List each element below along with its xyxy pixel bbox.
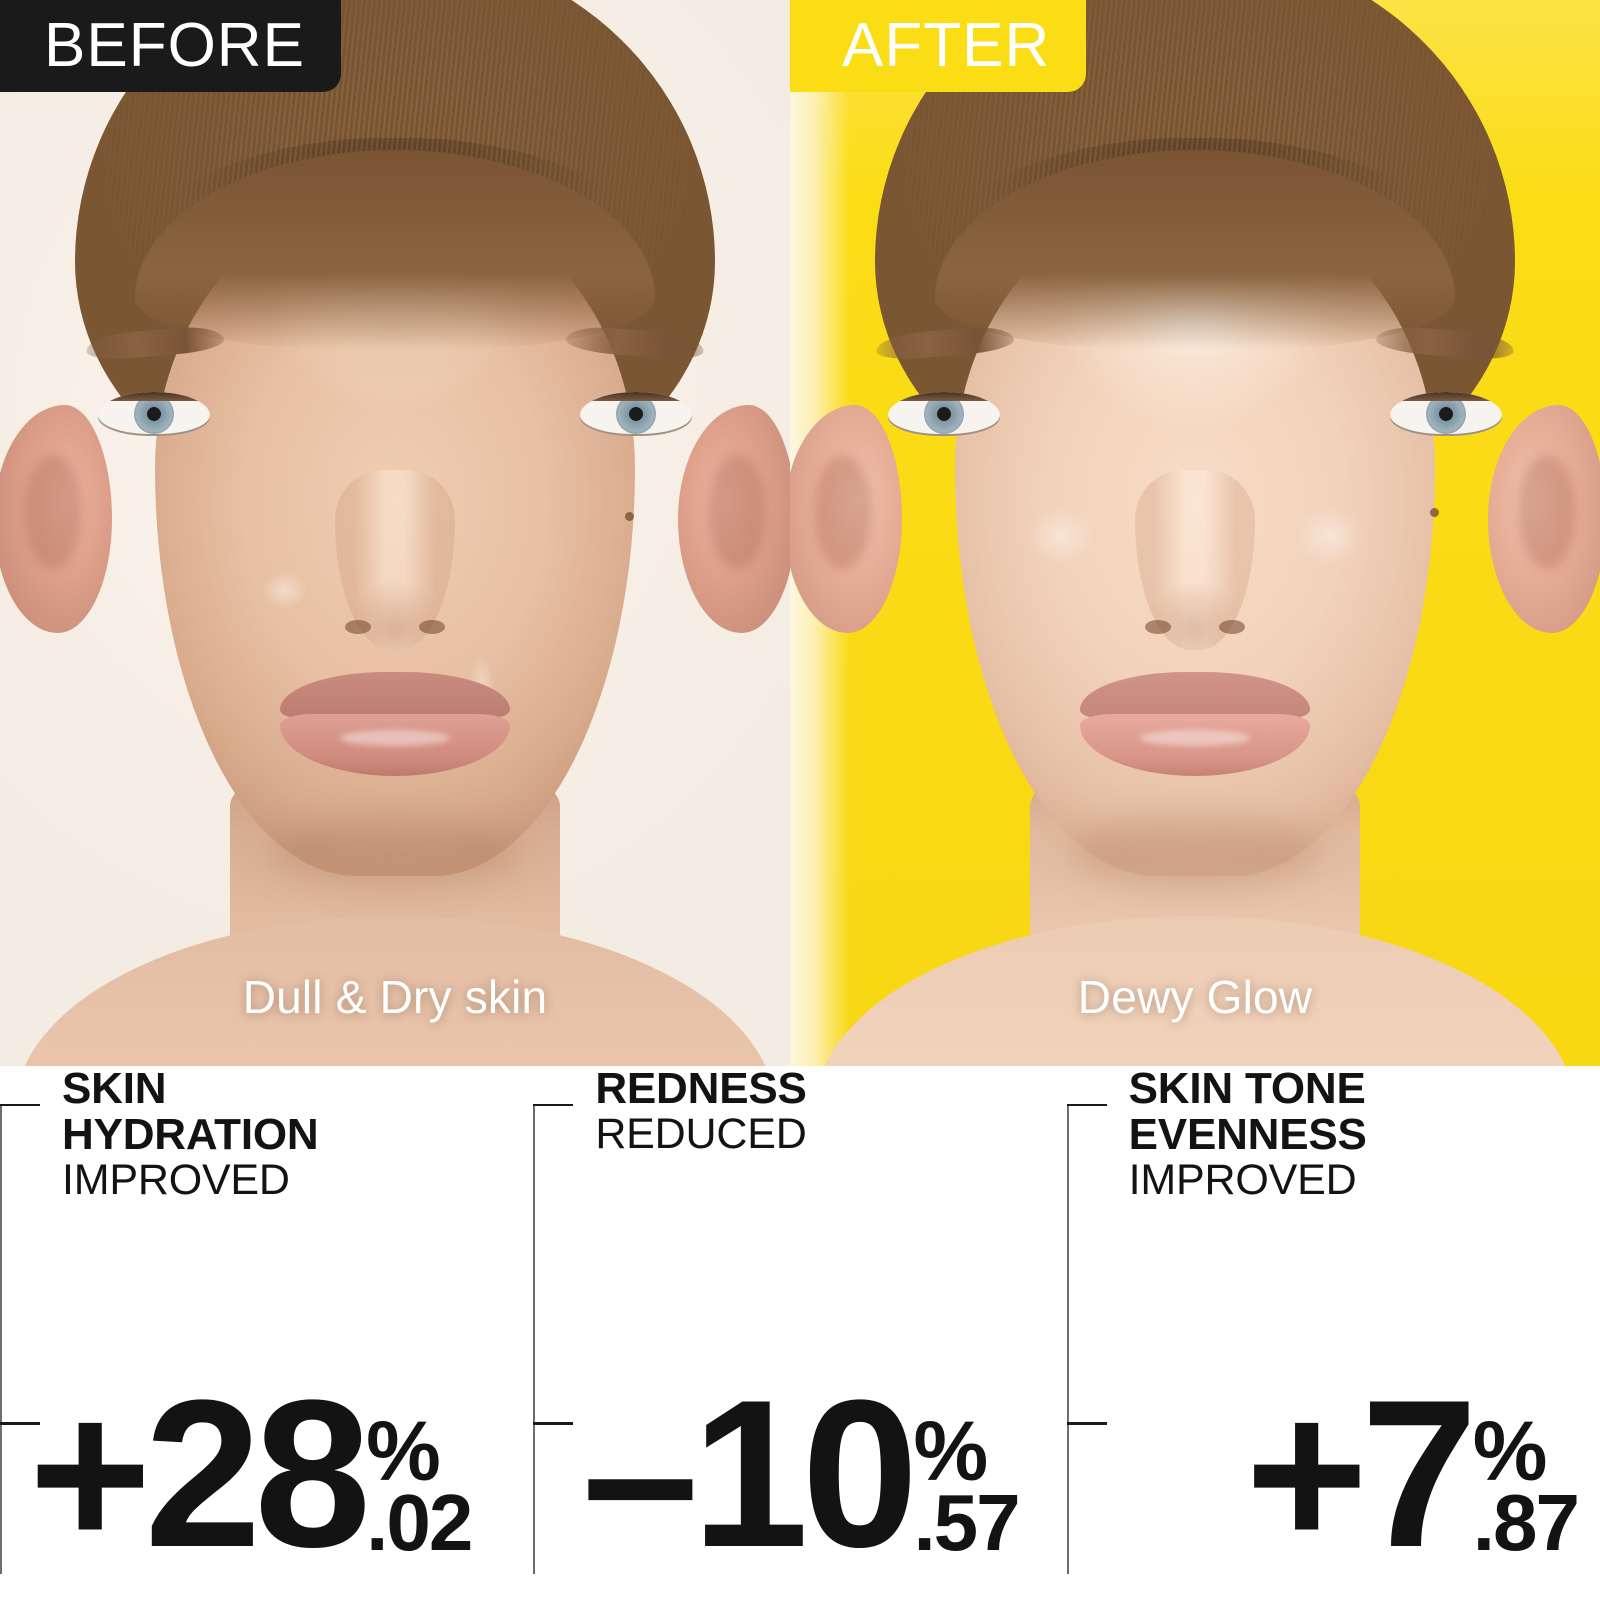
bracket-vertical-line (0, 1104, 2, 1574)
chin-shadow (1070, 816, 1320, 886)
stat-value-decimal: .87 (1472, 1477, 1580, 1567)
bracket-value-tick (533, 1422, 574, 1425)
percent-sign: % (1472, 1404, 1548, 1499)
lip-gloss-highlight (339, 730, 451, 746)
stat-label-line2: HYDRATION (62, 1109, 319, 1159)
bracket-vertical-line (1066, 1104, 1069, 1574)
stat-value: +7 % .87 (1245, 1355, 1580, 1591)
before-badge: BEFORE (0, 0, 341, 92)
stat-value-fraction: % .02 (366, 1404, 473, 1567)
eyelash-left (98, 392, 210, 401)
lips (280, 672, 510, 776)
before-panel: Dull & Dry skin (0, 0, 790, 1066)
stat-label: REDNESS REDUCED (595, 1066, 1066, 1156)
stat-skin-hydration: SKIN HYDRATION IMPROVED +28 % .02 (0, 1066, 533, 1600)
ear-left (790, 405, 902, 633)
stat-label-line3: IMPROVED (1128, 1155, 1357, 1204)
before-portrait-image (0, 0, 790, 1066)
ear-right (1488, 405, 1600, 633)
stat-value-main: +28 (28, 1355, 371, 1591)
lip-gloss-highlight (1139, 730, 1251, 746)
stat-label-line1: REDNESS (595, 1064, 807, 1113)
lips (1080, 672, 1310, 776)
stat-value: –10 % .57 (582, 1355, 1021, 1591)
eye-right (580, 392, 692, 436)
bracket-value-tick (1066, 1422, 1107, 1425)
nose (1135, 470, 1255, 650)
after-portrait-image (790, 0, 1600, 1066)
bracket-decoration (1066, 1104, 1115, 1574)
nostril-right (419, 620, 445, 634)
stat-value: +28 % .02 (28, 1355, 473, 1591)
nostril-left (345, 620, 371, 634)
before-after-comparison: Dull & Dry skin (0, 0, 1600, 1066)
eyelash-left (888, 392, 1000, 401)
percent-sign: % (913, 1404, 988, 1499)
stat-label-line1: SKIN TONE (1128, 1064, 1366, 1113)
stat-value-fraction: % .87 (1472, 1404, 1580, 1567)
bracket-top-tick (1066, 1104, 1107, 1106)
percent-sign: % (366, 1404, 441, 1499)
after-caption: Dewy Glow (1077, 971, 1313, 1023)
stat-value-fraction: % .57 (913, 1404, 1020, 1567)
bracket-decoration (533, 1104, 581, 1574)
stat-skin-tone-evenness: SKIN TONE EVENNESS IMPROVED +7 % .87 (1066, 1066, 1600, 1600)
ear-left (0, 405, 112, 633)
stat-value-decimal: .57 (913, 1477, 1020, 1567)
eye-left (98, 392, 210, 436)
stat-label: SKIN TONE EVENNESS IMPROVED (1129, 1066, 1600, 1202)
after-panel: Dewy Glow (790, 0, 1600, 1066)
after-badge: AFTER (790, 0, 1087, 92)
bracket-vertical-line (533, 1104, 536, 1574)
stat-label-line2: EVENNESS (1128, 1109, 1367, 1159)
stat-label: SKIN HYDRATION IMPROVED (62, 1066, 533, 1202)
stat-value-main: +7 (1245, 1355, 1477, 1591)
stat-label-line2: REDUCED (595, 1109, 807, 1158)
results-stats-panel: SKIN HYDRATION IMPROVED +28 % .02 REDNES… (0, 1066, 1600, 1600)
upper-lip (1080, 672, 1310, 718)
eye-right (1390, 392, 1502, 436)
eyelash-right (580, 392, 692, 401)
bracket-top-tick (533, 1104, 574, 1106)
nose (335, 470, 455, 650)
stat-label-line1: SKIN (62, 1064, 167, 1113)
chin-shadow (270, 816, 520, 886)
ear-right (678, 405, 790, 633)
nostril-right (1219, 620, 1245, 634)
stat-value-decimal: .02 (366, 1477, 473, 1567)
before-caption: Dull & Dry skin (242, 971, 548, 1023)
mole (625, 512, 634, 521)
nostril-left (1145, 620, 1171, 634)
eyelash-right (1390, 392, 1502, 401)
stat-label-line3: IMPROVED (62, 1155, 290, 1204)
bracket-top-tick (0, 1104, 40, 1106)
stat-value-main: –10 (582, 1355, 918, 1591)
stat-redness: REDNESS REDUCED –10 % .57 (533, 1066, 1066, 1600)
upper-lip (280, 672, 510, 718)
eye-left (888, 392, 1000, 436)
mole (1430, 508, 1439, 517)
